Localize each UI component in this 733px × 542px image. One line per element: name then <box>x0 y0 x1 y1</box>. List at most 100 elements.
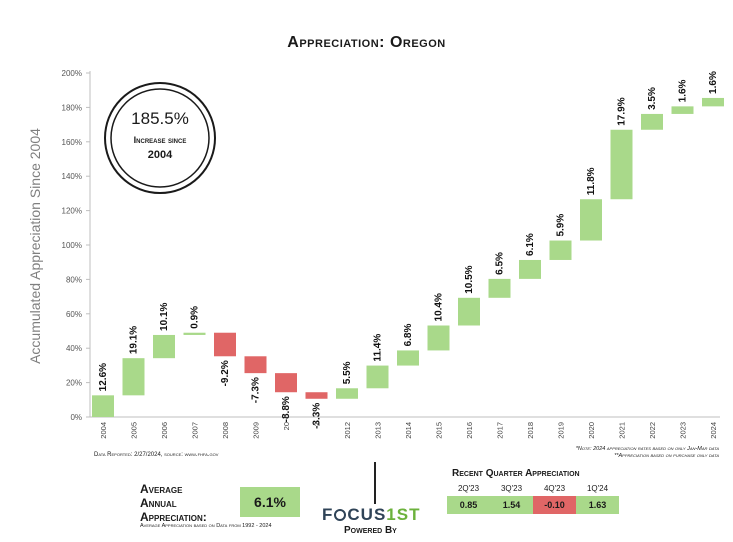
data-label: 17.9% <box>617 97 628 125</box>
bar-2005 <box>122 358 145 396</box>
recent-quarter-title: Recent Quarter Appreciation <box>452 468 580 479</box>
x-tick-label: 2022 <box>648 422 657 439</box>
badge-inner-ring <box>110 88 210 188</box>
bar-2008 <box>214 332 236 357</box>
y-tick-label: 80% <box>66 275 82 284</box>
bar-2024 <box>702 97 724 107</box>
divider-line <box>374 462 376 504</box>
focus1st-logo: F CUS1ST <box>322 505 420 525</box>
bar-2 <box>305 392 328 399</box>
badge-value: 185.5% <box>131 109 189 128</box>
chart-axes: 0% 20% 40% 60% 80% 100% 120% 140% 160% 180% 200% Ac… <box>27 69 720 422</box>
bar-2022 <box>641 113 663 130</box>
bar-2020 <box>580 199 602 241</box>
bar-2016 <box>458 297 480 326</box>
bar-2009 <box>244 356 267 374</box>
recent-quarter-label: 2Q'23 <box>457 484 480 493</box>
bar-2023 <box>671 106 694 114</box>
y-tick-label: 40% <box>66 344 82 353</box>
recent-quarter-label: 3Q'23 <box>500 484 523 493</box>
recent-quarter-value: -0.10 <box>533 496 576 514</box>
x-tick-label: 2018 <box>526 422 535 439</box>
recent-quarter-item: 4Q'23 -0.10 <box>533 484 576 514</box>
data-label: 5.5% <box>342 361 353 384</box>
bar-2018 <box>519 259 541 279</box>
footnote-2: **Appreciation based on purchase only da… <box>614 453 719 459</box>
y-tick-label: 180% <box>62 103 82 112</box>
data-label: 10.1% <box>159 302 170 330</box>
data-label: -3.3% <box>312 403 323 429</box>
footnotes: *Note: 2024 appreciation rates based on … <box>576 446 719 460</box>
data-label: 10.5% <box>464 265 475 293</box>
average-label-line2: Annual <box>140 496 177 510</box>
y-tick-label: 200% <box>62 69 82 78</box>
data-label: 6.1% <box>525 233 536 256</box>
y-tick-label: 120% <box>62 207 82 216</box>
logo-1st: 1ST <box>386 505 421 524</box>
powered-by-label: Powered By <box>344 525 397 536</box>
x-tick-label: 2007 <box>191 422 200 439</box>
x-tick-label: 2008 <box>221 422 230 439</box>
average-label: Average Annual Appreciation: <box>140 482 207 524</box>
y-tick-label: 0% <box>70 413 82 422</box>
x-tick-label: 2005 <box>130 422 139 439</box>
data-label: 11.8% <box>586 167 597 195</box>
bar-2007 <box>183 332 206 335</box>
data-label: 10.4% <box>434 293 445 321</box>
x-tick-label: 20 <box>282 422 291 430</box>
x-tick-label: 2017 <box>496 422 505 439</box>
recent-quarter-value: 1.54 <box>490 496 533 514</box>
recent-quarter-label: 4Q'23 <box>543 484 566 493</box>
y-axis-label: Accumulated Appreciation Since 2004 <box>27 128 43 364</box>
logo-o-icon <box>334 509 347 521</box>
bar-2004 <box>92 395 114 417</box>
bar-2021 <box>610 129 633 200</box>
badge-line2: 2004 <box>148 149 173 161</box>
badge-outer-ring <box>104 82 216 194</box>
x-tick-label: 2013 <box>374 422 383 439</box>
x-tick-label: 2021 <box>618 422 627 439</box>
recent-quarter-item: 1Q'24 1.63 <box>576 484 619 514</box>
recent-quarter-value: 1.63 <box>576 496 619 514</box>
data-label: 1.6% <box>678 79 689 102</box>
logo-letter-f: F <box>322 505 334 524</box>
average-label-line3: Appreciation: <box>140 510 207 524</box>
x-tick-label: 2012 <box>343 422 352 439</box>
bar-2019 <box>549 240 572 260</box>
recent-quarter-item: 3Q'23 1.54 <box>490 484 533 514</box>
data-label: -9.2% <box>220 360 231 386</box>
chart-title: Appreciation: Oregon <box>287 34 446 51</box>
y-tick-label: 140% <box>62 172 82 181</box>
badge-line1: Increase since <box>134 135 187 145</box>
data-label: 1.6% <box>708 71 719 94</box>
average-value: 6.1% <box>240 487 300 517</box>
x-tick-label: 2015 <box>435 422 444 439</box>
total-increase-badge: 185.5% Increase since 2004 <box>104 82 216 194</box>
recent-quarter-item: 2Q'23 0.85 <box>447 484 490 514</box>
bar-2017 <box>488 278 511 298</box>
x-tick-label: 2004 <box>99 422 108 439</box>
chart-bars: 12.6% 2004 19.1% 2005 10.1% 2006 0.9% 2007 -9.2%… <box>92 71 724 439</box>
average-label-line1: Average <box>140 482 183 496</box>
y-tick-label: 100% <box>62 241 82 250</box>
x-tick-label: 2024 <box>709 422 718 439</box>
logo-letters-cus: CUS <box>347 505 387 524</box>
x-tick-label: 2020 <box>587 422 596 439</box>
data-label: 11.4% <box>373 334 384 362</box>
data-label: 0.9% <box>190 306 201 329</box>
bar-2012 <box>336 388 358 399</box>
x-tick-label: 2 <box>313 422 322 426</box>
data-label: 5.9% <box>556 214 567 237</box>
data-label: -8.8% <box>281 396 292 422</box>
x-tick-label: 2009 <box>252 422 261 439</box>
x-tick-label: 2016 <box>465 422 474 439</box>
bar-2013 <box>366 365 389 389</box>
recent-quarter-label: 1Q'24 <box>586 484 609 493</box>
data-source-note: Data Reported: 2/27/2024, source: www.fh… <box>94 452 219 458</box>
data-label: -7.3% <box>251 377 262 403</box>
y-tick-label: 60% <box>66 310 82 319</box>
bar-2006 <box>153 334 175 359</box>
x-tick-label: 2019 <box>557 422 566 439</box>
bar-20 <box>275 373 297 393</box>
